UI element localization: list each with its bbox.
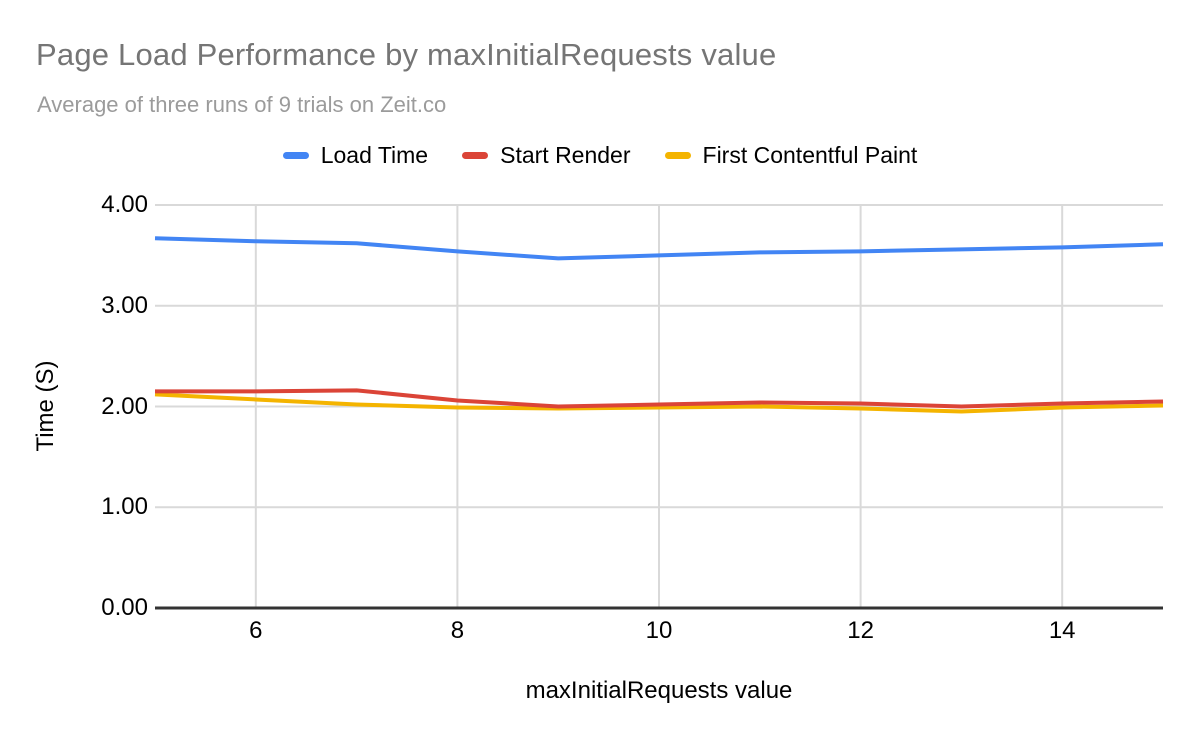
series-line-first-contentful-paint[interactable] xyxy=(154,392,1164,414)
legend-swatch-load-time xyxy=(282,151,309,159)
series-line-start-render[interactable] xyxy=(155,388,1164,409)
series-line-load-time[interactable] xyxy=(154,236,1164,261)
legend-label-start-render: Start Render xyxy=(500,142,631,168)
x-tick-label-14: 14 xyxy=(1048,617,1076,644)
x-tick-label-12: 12 xyxy=(847,617,874,644)
x-tick-label-8: 8 xyxy=(450,617,465,644)
y-tick-label-0.00: 0.00 xyxy=(101,594,148,621)
y-tick-label-3.00: 3.00 xyxy=(101,291,148,319)
legend: Load Time Start Render First Contentful Pa… xyxy=(0,141,1200,169)
y-tick-label-4.00: 4.00 xyxy=(101,191,148,218)
x-tick-label-10: 10 xyxy=(645,617,673,644)
chart-subtitle: Average of three runs of 9 trials on Zei… xyxy=(37,92,447,117)
legend-swatch-start-render xyxy=(462,151,489,159)
legend-item-start-render[interactable]: Start Render xyxy=(462,141,631,169)
y-tick-label-2.00: 2.00 xyxy=(101,392,148,420)
legend-swatch-first-contentful-paint xyxy=(664,151,691,159)
legend-item-load-time[interactable]: Load Time xyxy=(282,141,429,169)
legend-label-first-contentful-paint: First Contentful Paint xyxy=(702,142,918,168)
y-axis-title: Time (S) xyxy=(32,360,59,452)
x-tick-label-6: 6 xyxy=(249,617,263,644)
legend-item-first-contentful-paint[interactable]: First Contentful Paint xyxy=(664,141,918,169)
legend-label-load-time: Load Time xyxy=(320,142,429,168)
x-axis-title: maxInitialRequests value xyxy=(525,677,793,704)
chart-title: Page Load Performance by maxInitialReque… xyxy=(36,37,777,72)
y-tick-label-1.00: 1.00 xyxy=(101,493,148,521)
